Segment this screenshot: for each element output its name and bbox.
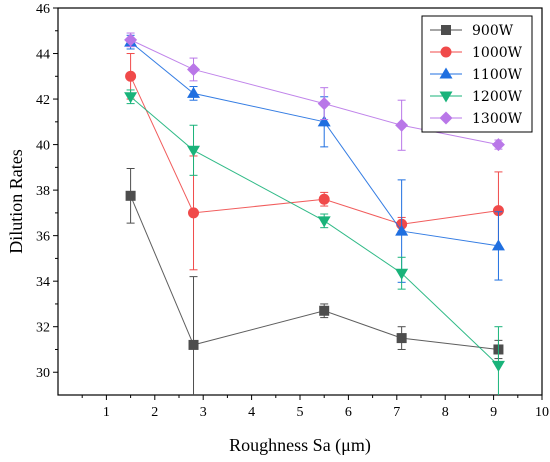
legend-marker [439, 111, 453, 125]
legend-marker [440, 46, 452, 58]
legend-item-1000W: 1000W [430, 45, 523, 61]
legend: 900W 1000W 1100W 1200W 1300W [421, 15, 533, 133]
data-point [319, 305, 330, 316]
y-tick-label: 46 [36, 2, 50, 17]
data-point [188, 207, 200, 219]
y-tick-label: 40 [36, 139, 50, 154]
data-point [124, 92, 138, 104]
x-tick-label: 9 [490, 405, 497, 420]
y-tick-label: 30 [36, 366, 50, 381]
y-tick-label: 38 [36, 184, 50, 199]
x-tick-label: 2 [151, 405, 158, 420]
series-1000W [125, 53, 504, 271]
series-1200W [124, 89, 505, 395]
data-point [491, 360, 505, 372]
data-point [395, 118, 409, 132]
legend-item-1100W: 1100W [430, 67, 523, 83]
legend-label: 1300W [472, 111, 523, 127]
series-900W [125, 167, 504, 395]
data-point [395, 224, 409, 236]
legend-label: 1100W [472, 67, 523, 83]
x-tick-label: 4 [248, 405, 255, 420]
y-axis-title: Dilution Rates [6, 149, 26, 254]
legend-item-900W: 900W [430, 23, 514, 39]
x-tick-label: 1 [103, 405, 110, 420]
legend-label: 1000W [472, 45, 523, 61]
data-point [491, 239, 505, 251]
x-tick-label: 10 [535, 405, 549, 420]
legend-marker [441, 25, 451, 35]
x-tick-label: 6 [345, 405, 352, 420]
y-tick-label: 34 [36, 275, 50, 290]
data-point [317, 97, 331, 111]
data-point [317, 115, 331, 127]
legend-label: 1200W [472, 89, 523, 105]
legend-item-1200W: 1200W [430, 89, 523, 105]
y-tick-label: 44 [36, 48, 50, 63]
data-point [318, 193, 330, 205]
data-point [125, 70, 137, 82]
x-tick-label: 7 [393, 405, 400, 420]
data-point [124, 33, 138, 47]
legend-marker [439, 91, 453, 103]
y-tick-label: 32 [36, 321, 50, 336]
y-tick-label: 42 [36, 93, 50, 108]
y-axis-ticks: 30 32 34 36 38 40 42 44 46 [36, 2, 58, 381]
data-point [395, 268, 409, 280]
x-axis-title: Roughness Sa (μm) [229, 435, 371, 456]
data-point [187, 86, 201, 98]
series-line [130, 96, 499, 366]
x-tick-label: 8 [442, 405, 449, 420]
data-point [396, 333, 407, 344]
data-point [187, 62, 201, 76]
legend-label: 900W [472, 23, 514, 39]
data-point [317, 216, 331, 228]
x-tick-label: 3 [200, 405, 207, 420]
data-point [491, 138, 505, 152]
x-tick-label: 5 [297, 405, 304, 420]
legend-item-1300W: 1300W [430, 111, 523, 127]
data-point [187, 145, 201, 157]
y-tick-label: 36 [36, 230, 50, 245]
legend-marker [439, 67, 453, 79]
data-point [492, 205, 504, 217]
data-point [125, 190, 136, 201]
data-point [188, 339, 199, 350]
x-axis-ticks: 1 2 3 4 5 6 7 8 9 10 [81, 395, 549, 420]
